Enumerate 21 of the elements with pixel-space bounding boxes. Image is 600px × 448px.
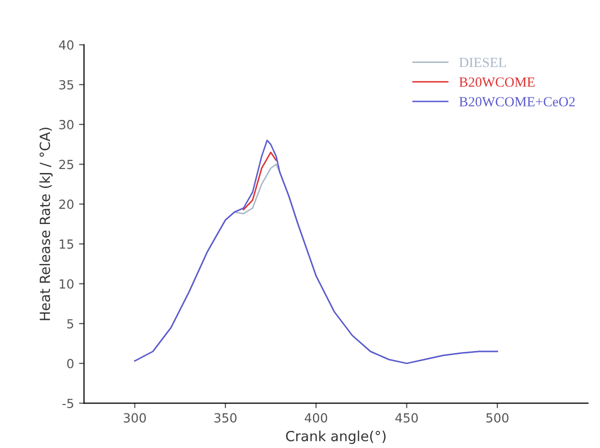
y-tick-label: 35 (59, 80, 74, 90)
y-tick-label: 25 (59, 160, 74, 170)
y-tick-label: -5 (62, 398, 74, 408)
legend-label: DIESEL (459, 58, 506, 68)
y-tick-label: 10 (60, 279, 74, 289)
x-tick-label: 350 (214, 413, 237, 423)
x-tick-label: 400 (304, 413, 328, 423)
legend-label: B20WCOME+CeO2 (459, 97, 575, 106)
y-tick-label: 0 (67, 358, 74, 368)
y-tick-label: 5 (67, 319, 74, 328)
x-tick-label: 300 (124, 413, 146, 423)
y-axis-title: Heat Release Rate (kJ / °CA) (39, 128, 53, 320)
x-tick-label: 500 (486, 413, 508, 423)
y-tick-label: 20 (59, 200, 74, 210)
x-tick-label: 450 (395, 413, 418, 423)
line-series (242, 152, 277, 210)
x-axis-title: Crank angle(°) (286, 430, 386, 444)
y-tick-label: 40 (58, 40, 74, 50)
legend-label: B20WCOME (459, 77, 535, 87)
y-tick-label: 15 (60, 240, 74, 249)
y-tick-label: 30 (59, 120, 74, 130)
